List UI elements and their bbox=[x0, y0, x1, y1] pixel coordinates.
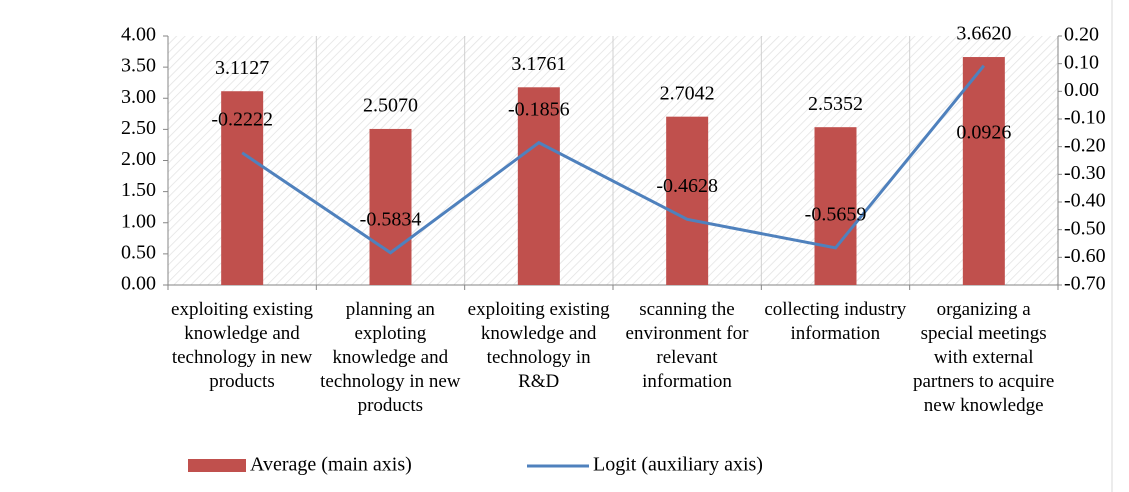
y-tick-label: 4.00 bbox=[121, 24, 156, 46]
bar-value-label: 2.7042 bbox=[660, 82, 715, 104]
y2-tick-label: -0.70 bbox=[1064, 273, 1106, 295]
y-tick-label: 0.00 bbox=[121, 273, 156, 295]
line-value-label: -0.1856 bbox=[508, 98, 570, 120]
x-tick-label: planning an exploting knowledge and tech… bbox=[320, 299, 461, 416]
y-tick-label: 1.00 bbox=[121, 210, 156, 232]
y-tick-label: 0.50 bbox=[121, 241, 156, 263]
y-tick-label: 2.50 bbox=[121, 117, 156, 139]
x-tick-label: exploiting existing knowledge and techno… bbox=[171, 299, 313, 392]
y2-tick-label: -0.20 bbox=[1064, 134, 1106, 156]
bar bbox=[814, 127, 857, 285]
bar bbox=[666, 116, 709, 286]
bar bbox=[369, 128, 412, 285]
line-value-label: -0.2222 bbox=[211, 108, 273, 130]
x-tick-label: collecting industry information bbox=[764, 299, 907, 344]
bar bbox=[962, 57, 1005, 286]
bar-value-label: 2.5352 bbox=[808, 93, 863, 115]
line-value-label: -0.5834 bbox=[360, 208, 422, 230]
y2-tick-label: -0.40 bbox=[1064, 190, 1106, 212]
bar-value-label: 3.6620 bbox=[956, 23, 1011, 45]
y2-tick-label: 0.00 bbox=[1064, 79, 1099, 101]
legend-swatch bbox=[188, 459, 246, 472]
line-value-label: 0.0926 bbox=[956, 121, 1011, 143]
bar-value-label: 2.5070 bbox=[363, 95, 418, 117]
x-tick-label: exploiting existing knowledge and techno… bbox=[467, 299, 610, 392]
line-value-label: -0.5659 bbox=[805, 203, 867, 225]
x-tick-label: scanning the environment for relevant in… bbox=[625, 299, 749, 392]
line bbox=[241, 64, 985, 255]
bar bbox=[517, 87, 560, 285]
legend-label: Average (main axis) bbox=[250, 454, 412, 476]
y-tick-label: 2.00 bbox=[121, 148, 156, 170]
x-tick-label: organizing a special meetings with exter… bbox=[912, 299, 1055, 416]
y2-tick-label: -0.30 bbox=[1064, 162, 1106, 184]
y2-tick-label: -0.10 bbox=[1064, 107, 1106, 129]
y2-tick-label: -0.60 bbox=[1064, 245, 1106, 267]
y-tick-label: 1.50 bbox=[121, 179, 156, 201]
y-tick-label: 3.50 bbox=[121, 55, 156, 77]
line-value-label: -0.4628 bbox=[656, 175, 718, 197]
bar-value-label: 3.1761 bbox=[511, 53, 566, 75]
y2-tick-label: -0.50 bbox=[1064, 217, 1106, 239]
y2-tick-label: 0.20 bbox=[1064, 24, 1099, 46]
legend-label: Logit (auxiliary axis) bbox=[593, 454, 763, 476]
bar bbox=[221, 91, 264, 285]
y-tick-label: 3.00 bbox=[121, 86, 156, 108]
y2-tick-label: 0.10 bbox=[1064, 51, 1099, 73]
bar-value-label: 3.1127 bbox=[215, 57, 269, 79]
